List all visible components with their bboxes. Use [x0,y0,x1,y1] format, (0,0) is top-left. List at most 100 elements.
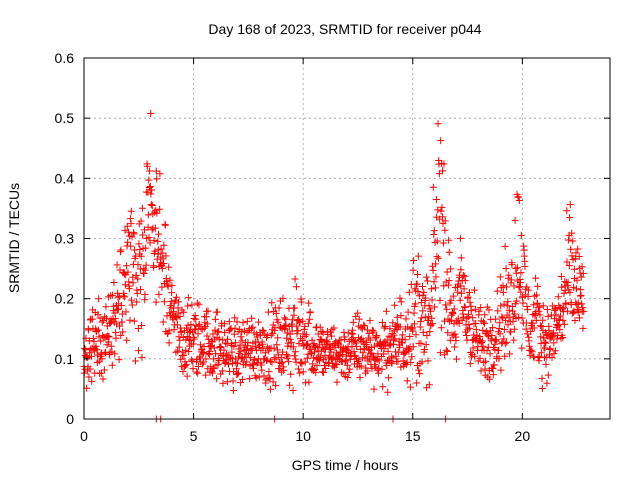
data-point [401,336,409,344]
data-point [500,326,508,334]
data-point [185,347,193,355]
data-point [311,366,319,374]
data-point [229,387,237,395]
data-point [492,315,500,323]
data-point [172,293,180,301]
data-point [200,324,208,332]
data-point [518,314,526,322]
data-point [457,266,465,274]
data-point [549,329,557,337]
data-point [536,303,544,311]
data-point [302,331,310,339]
data-point [536,311,544,319]
data-point [555,316,563,324]
data-point [461,272,469,280]
data-point [126,215,134,223]
data-point [296,369,304,377]
data-point [203,332,211,340]
data-point [246,354,254,362]
data-point [266,375,274,383]
data-point [176,313,184,321]
data-point [125,285,133,293]
data-point [378,365,386,373]
data-point [176,324,184,332]
data-point [302,379,310,387]
data-point [281,322,289,330]
data-point [519,299,527,307]
data-point [311,343,319,351]
data-point [454,288,462,296]
data-point [327,348,335,356]
data-point [199,349,207,357]
data-point [429,320,437,328]
data-point [94,326,102,334]
data-point [226,325,234,333]
data-point [238,337,246,345]
data-point [186,336,194,344]
data-point [451,343,459,351]
data-point [485,306,493,314]
data-point [152,298,160,306]
data-point [568,252,576,260]
data-point [210,344,218,352]
data-point [190,335,198,343]
data-point [117,301,125,309]
data-point [557,334,565,342]
data-point [564,236,572,244]
data-point [407,358,415,366]
data-point [148,226,156,234]
data-point [192,315,200,323]
data-point [542,339,550,347]
data-point [392,352,400,360]
data-point [476,354,484,362]
data-point [328,332,336,340]
data-point [550,315,558,323]
data-point [190,315,198,323]
data-point [255,318,263,326]
data-point [389,354,397,362]
data-point [471,352,479,360]
data-point [513,264,521,272]
data-point [361,322,369,330]
data-point [409,343,417,351]
data-point [118,310,126,318]
data-point [112,334,120,342]
data-point [142,244,150,252]
data-point [457,254,465,262]
data-point [531,292,539,300]
data-point [134,261,142,269]
data-point [534,354,542,362]
data-point [492,336,500,344]
data-point [213,308,221,316]
data-point [286,335,294,343]
data-point [249,323,257,331]
data-point [90,337,98,345]
data-point [432,273,440,281]
data-point [515,313,523,321]
data-point [218,367,226,375]
data-point [230,330,238,338]
data-point [331,360,339,368]
data-point [273,341,281,349]
data-point [517,288,525,296]
data-point [140,226,148,234]
data-point [452,337,460,345]
data-point [233,318,241,326]
data-point [489,371,497,379]
data-point [348,329,356,337]
data-point [418,282,426,290]
data-point [418,358,426,366]
data-point [461,277,469,285]
data-point [417,318,425,326]
data-point [510,336,518,344]
data-point [180,351,188,359]
data-point [469,314,477,322]
data-point [444,281,452,289]
data-point [150,236,158,244]
data-point [175,298,183,306]
data-point [274,334,282,342]
data-point [408,353,416,361]
data-point [396,343,404,351]
data-point [148,201,156,209]
data-point [150,263,158,271]
